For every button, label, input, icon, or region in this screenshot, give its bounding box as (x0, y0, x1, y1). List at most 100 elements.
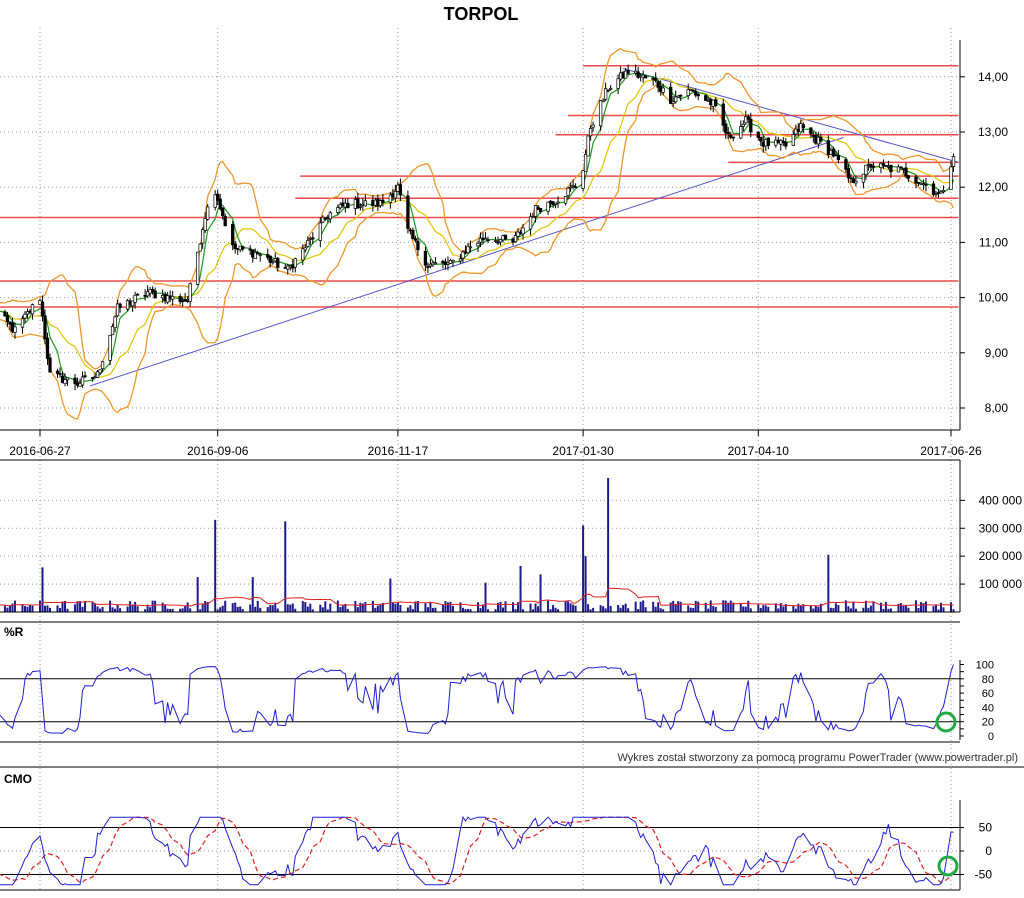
volume-bar (919, 602, 922, 612)
volume-bar (236, 606, 239, 612)
volume-bar (742, 606, 745, 612)
volume-bars (3, 478, 955, 612)
price-x-tick-label: 2016-09-06 (187, 444, 249, 458)
candle-body (73, 377, 77, 385)
price-y-tick-label: 14,00 (978, 70, 1008, 84)
volume-bar (747, 600, 750, 612)
candle-body (466, 245, 470, 254)
volume-bar (809, 605, 812, 612)
volume-bar (879, 602, 882, 612)
candle-body (60, 375, 65, 383)
candle-body (323, 218, 327, 220)
candle-body (83, 375, 87, 378)
candle-body (739, 126, 743, 139)
wr-y-tick-label: 0 (988, 731, 994, 743)
candle-body (458, 258, 463, 262)
volume-bar (91, 602, 94, 612)
candle-body (581, 170, 585, 189)
candle-body (346, 202, 350, 209)
volume-bar (592, 607, 595, 612)
volume-bar (662, 609, 665, 612)
volume-bar (3, 605, 6, 612)
volume-bar (199, 609, 202, 612)
candle-body (301, 248, 305, 261)
volume-bar (8, 605, 11, 612)
candle-body (556, 201, 560, 204)
volume-y-tick-label: 200 000 (979, 549, 1023, 563)
candle-body (125, 300, 130, 310)
volume-bar (782, 606, 785, 612)
volume-bar (739, 603, 742, 612)
volume-bar (371, 600, 374, 612)
volume-bar (399, 604, 402, 612)
candle-body (941, 189, 946, 193)
volume-bar (537, 606, 540, 612)
candle-body (851, 178, 856, 183)
volume-bar (76, 601, 79, 612)
volume-bar (514, 609, 517, 612)
price-x-tick-label: 2017-06-26 (920, 444, 982, 458)
candle-body (726, 131, 730, 135)
price-y-tick-label: 12,00 (978, 180, 1008, 194)
volume-bar (466, 608, 469, 612)
volume-bar (694, 600, 697, 612)
volume-bar (126, 606, 129, 612)
volume-bar (834, 603, 837, 612)
volume-bar (354, 600, 357, 612)
candle-body (568, 186, 573, 189)
volume-bar (326, 609, 329, 612)
volume-bar (887, 608, 890, 612)
volume-bar (779, 603, 782, 612)
volume-bar (659, 608, 662, 612)
candle-body (846, 167, 851, 178)
trend-line (623, 68, 959, 163)
volume-bar (241, 609, 244, 612)
volume-bar (484, 582, 487, 612)
volume-bar (534, 603, 537, 612)
volume-bar (950, 602, 952, 612)
candle-body (318, 222, 322, 241)
candle-body (571, 184, 575, 187)
price-y-tick-label: 11,00 (979, 235, 1008, 249)
volume-bar (572, 604, 575, 612)
price-grid (0, 28, 960, 890)
candle-body (178, 296, 182, 303)
volume-bar (889, 608, 892, 612)
candle-body (133, 294, 137, 303)
candle-body (881, 163, 886, 166)
wr-highlight-circle (935, 711, 957, 733)
volume-bar (882, 608, 885, 612)
volume-bar (692, 608, 695, 612)
candle-body (311, 237, 315, 240)
volume-bar (234, 602, 237, 612)
candle-body (3, 311, 7, 317)
volume-bar (679, 601, 682, 612)
candle-body (516, 231, 520, 237)
volume-bar (359, 602, 362, 612)
candle-body (100, 361, 105, 370)
volume-bar (49, 607, 52, 612)
volume-bar (917, 607, 920, 612)
volume-bar (74, 604, 77, 612)
candle-body (80, 376, 85, 386)
candle-body (406, 195, 410, 229)
volume-y-tick-label: 400 000 (979, 493, 1023, 507)
volume-bar (617, 605, 620, 612)
candle-body (233, 243, 237, 250)
price-x-tick-label: 2016-11-17 (368, 444, 429, 458)
candle-body (5, 315, 10, 322)
candle-body (924, 183, 928, 186)
candle-body (113, 316, 117, 328)
candle-body (661, 87, 665, 93)
candle-body (749, 118, 753, 133)
candle-body (426, 266, 430, 268)
candle-body (498, 239, 503, 243)
candle-body (90, 377, 95, 379)
candle-body (671, 101, 675, 104)
volume-bar (669, 602, 672, 612)
volume-bar (284, 521, 287, 612)
volume-bar (932, 606, 935, 612)
volume-bar (26, 606, 29, 612)
volume-bar (709, 600, 712, 612)
volume-bar (674, 604, 677, 612)
